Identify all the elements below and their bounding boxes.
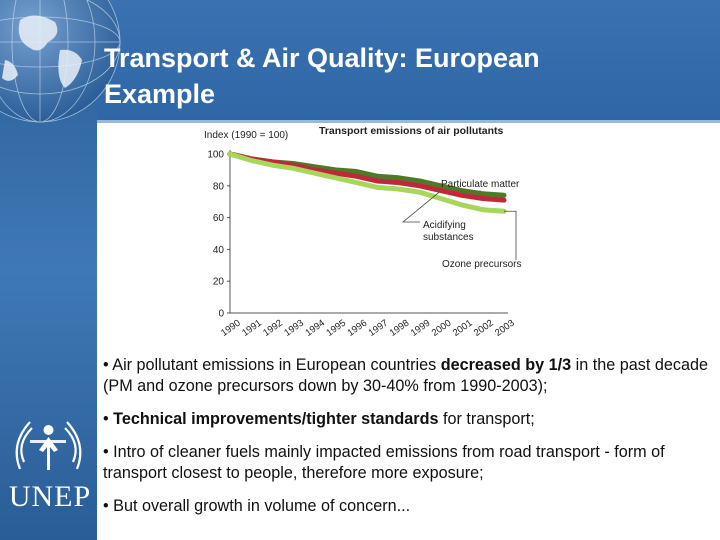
chart-series (227, 151, 507, 214)
bullet-item: • Technical improvements/tighter standar… (103, 409, 713, 430)
series-label-acidifying-substances-line2: substances (423, 232, 474, 243)
bullet-list: • Air pollutant emissions in European co… (103, 355, 713, 529)
bullet-text: in the past decade (PM and ozone precurs… (103, 356, 708, 395)
x-tick-label: 2001 (451, 318, 475, 339)
unep-emblem-icon (15, 421, 82, 470)
bullet-text: for transport; (438, 410, 535, 428)
x-tick-label: 1991 (240, 318, 264, 339)
x-tick-label: 1993 (282, 318, 306, 339)
y-tick-label: 100 (207, 150, 224, 161)
x-tick-label: 1999 (409, 318, 433, 339)
bullet-text: • (103, 410, 114, 428)
series-label-ozone-precursors: Ozone precursors (442, 259, 521, 270)
x-tick-label: 1994 (303, 318, 327, 339)
x-tick-label: 2000 (430, 318, 454, 339)
bullet-text: • But overall growth in volume of concer… (103, 497, 411, 515)
y-tick-label: 80 (213, 181, 225, 192)
x-tick-label: 1995 (324, 318, 348, 339)
header-divider (97, 120, 720, 123)
header-band (97, 0, 720, 122)
series-line-acidifying-substances (227, 151, 507, 203)
bullet-text: • Air pollutant emissions in European co… (103, 356, 441, 374)
x-tick-label: 1997 (367, 318, 391, 339)
series-line-ozone-precursors (227, 151, 507, 214)
globe-icon (0, 0, 121, 123)
bullet-item: • But overall growth in volume of concer… (103, 496, 713, 517)
bullet-emphasis: decreased by 1/3 (440, 356, 572, 374)
bullet-emphasis: Technical improvements/tighter standards (113, 410, 439, 428)
y-tick-label: 0 (218, 309, 224, 320)
emissions-chart: Transport emissions of air pollutants In… (204, 125, 521, 339)
x-tick-label: 2002 (472, 318, 496, 339)
y-axis-label: Index (1990 = 100) (204, 130, 288, 141)
series-label-particulate-matter: Particulate matter (441, 179, 520, 190)
leader-line (401, 192, 440, 223)
y-tick-label: 20 (213, 277, 225, 288)
x-tick-label: 2003 (493, 318, 517, 339)
bullet-item: • Air pollutant emissions in European co… (103, 355, 713, 397)
x-tick-label: 1996 (346, 318, 370, 339)
title-line-1: Transport & Air Quality: European (104, 43, 540, 73)
page-title: Transport & Air Quality: European Exampl… (104, 40, 704, 112)
x-tick-label: 1998 (388, 318, 412, 339)
chart-title: Transport emissions of air pollutants (319, 125, 504, 137)
y-tick-label: 60 (213, 213, 225, 224)
x-tick-label: 1992 (261, 318, 285, 339)
leader-line (504, 210, 517, 260)
bullet-item: • Intro of cleaner fuels mainly impacted… (103, 442, 713, 484)
unep-logo-text: UNEP (8, 480, 92, 513)
title-line-2: Example (104, 79, 216, 109)
y-tick-label: 40 (213, 245, 225, 256)
bullet-text: • Intro of cleaner fuels mainly impacted… (103, 443, 665, 482)
x-tick-label: 1990 (219, 318, 243, 339)
series-label-acidifying-substances-line1: Acidifying (423, 220, 466, 231)
